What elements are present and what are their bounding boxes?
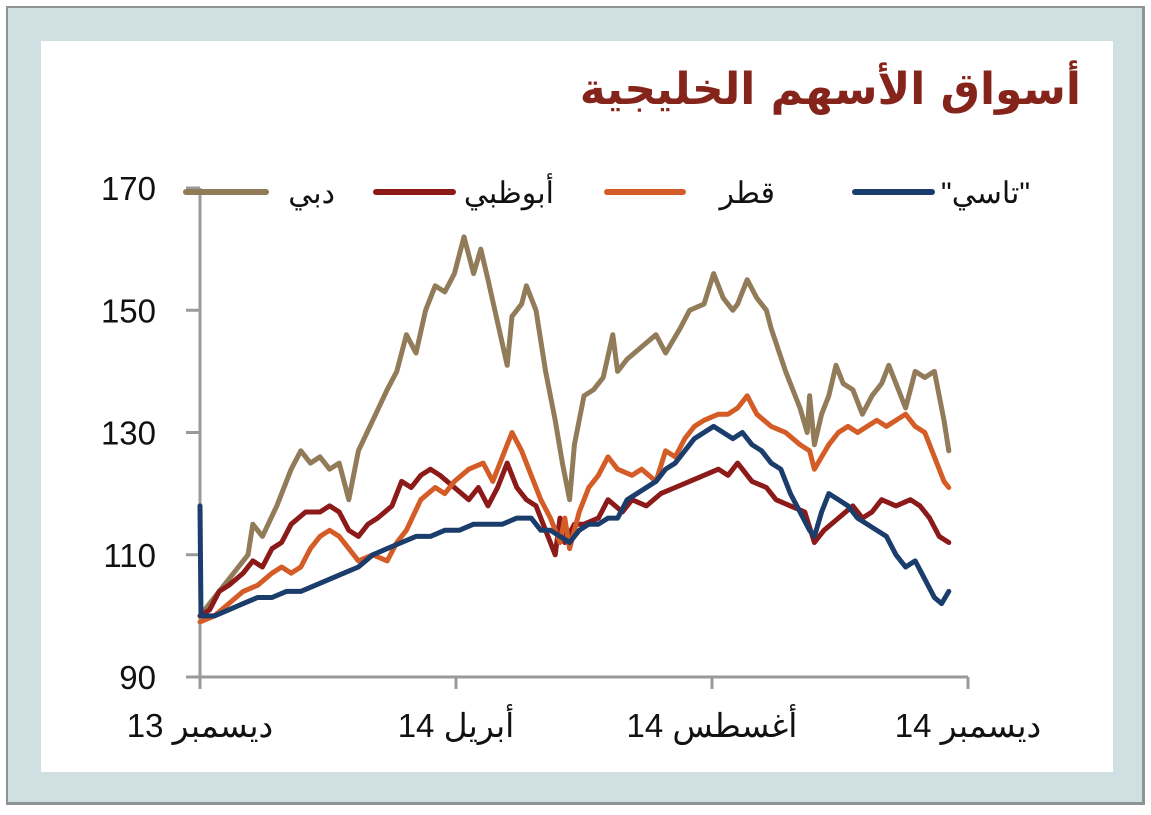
x-tick-label: ديسمبر 14 xyxy=(895,707,1041,746)
series-line xyxy=(197,423,952,619)
legend-label: دبي xyxy=(288,177,335,210)
x-tick-label: أبريل 14 xyxy=(398,704,515,746)
y-tick-label: 170 xyxy=(101,170,156,207)
y-tick-label: 130 xyxy=(101,415,156,452)
y-tick-label: 90 xyxy=(119,659,156,696)
chart-panel xyxy=(41,41,1113,772)
legend-label: أبوظبي xyxy=(464,173,554,211)
series-line xyxy=(197,234,952,619)
chart-title: أسواق الأسهم الخليجية xyxy=(579,64,1081,115)
series-line xyxy=(197,460,952,619)
legend-label: قطر xyxy=(717,177,775,211)
y-tick-label: 150 xyxy=(101,292,156,329)
y-tick-label: 110 xyxy=(103,537,156,574)
series-lines xyxy=(197,234,952,625)
legend-label: "تاسي" xyxy=(941,177,1030,210)
x-tick-label: أغسطس 14 xyxy=(627,704,798,746)
x-tick-label: ديسمبر 13 xyxy=(127,707,273,746)
legend: "تاسي" قطر أبوظبي دبي xyxy=(183,173,1030,211)
series-line xyxy=(197,393,952,625)
